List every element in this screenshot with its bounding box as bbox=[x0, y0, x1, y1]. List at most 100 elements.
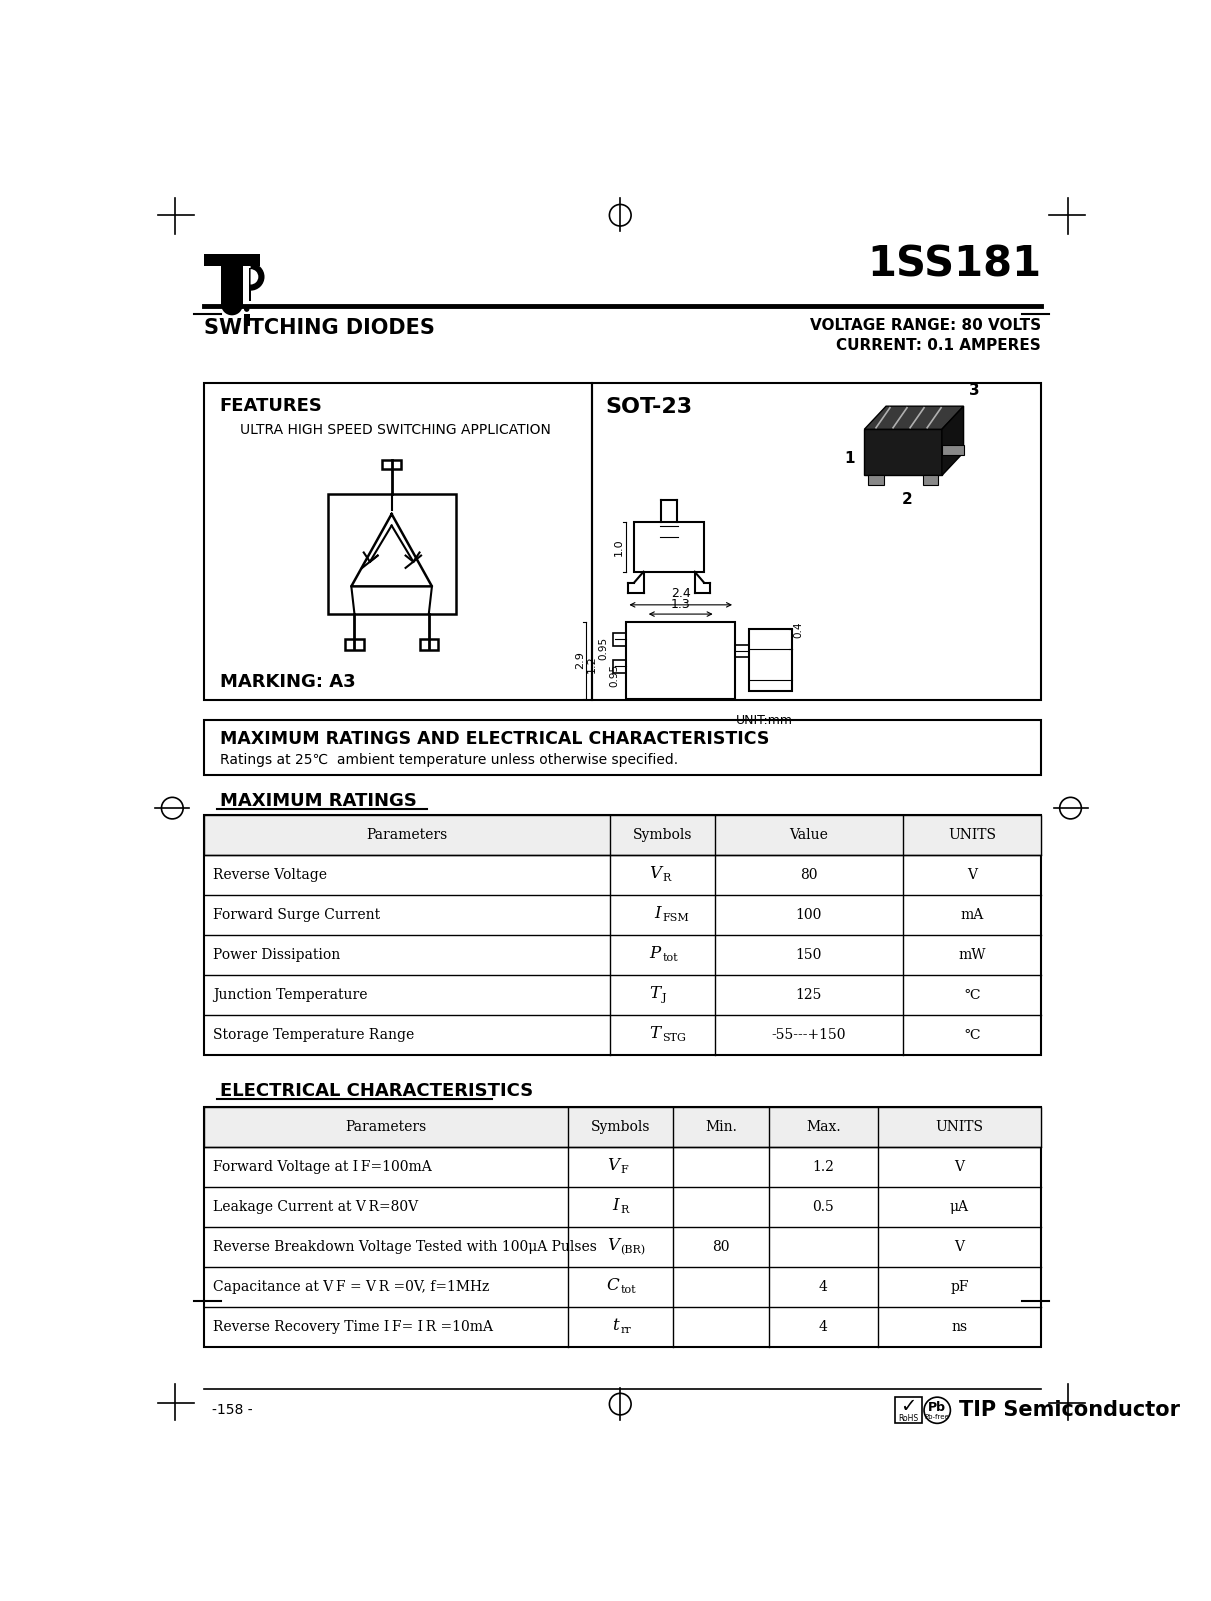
Text: Max.: Max. bbox=[807, 1121, 840, 1134]
Text: 3: 3 bbox=[969, 384, 980, 399]
Text: MAXIMUM RATINGS: MAXIMUM RATINGS bbox=[219, 792, 417, 810]
Circle shape bbox=[222, 293, 243, 315]
Text: Storage Temperature Range: Storage Temperature Range bbox=[213, 1028, 414, 1042]
Text: V: V bbox=[954, 1161, 964, 1174]
Text: ns: ns bbox=[952, 1321, 968, 1334]
Text: Reverse Recovery Time I F= I R =10mA: Reverse Recovery Time I F= I R =10mA bbox=[213, 1321, 493, 1334]
Text: I: I bbox=[613, 1198, 619, 1214]
Text: I: I bbox=[654, 905, 661, 922]
Text: TIP Semiconductor: TIP Semiconductor bbox=[959, 1401, 1180, 1420]
Bar bbox=[419, 639, 438, 650]
Text: 0.95: 0.95 bbox=[609, 664, 619, 687]
Text: tot: tot bbox=[662, 953, 678, 964]
Bar bbox=[205, 815, 1041, 855]
Text: 2: 2 bbox=[902, 493, 912, 508]
Text: STG: STG bbox=[662, 1033, 687, 1044]
Text: V: V bbox=[607, 1238, 619, 1254]
Bar bbox=[205, 815, 1041, 1055]
Polygon shape bbox=[942, 407, 964, 475]
Text: ✓: ✓ bbox=[900, 1398, 917, 1415]
Text: R: R bbox=[620, 1206, 629, 1215]
Text: Leakage Current at V R=80V: Leakage Current at V R=80V bbox=[213, 1201, 419, 1214]
Text: P: P bbox=[649, 945, 661, 962]
Text: pF: pF bbox=[951, 1281, 969, 1294]
Text: 125: 125 bbox=[796, 988, 822, 1002]
Text: MAXIMUM RATINGS AND ELECTRICAL CHARACTERISTICS: MAXIMUM RATINGS AND ELECTRICAL CHARACTER… bbox=[219, 730, 769, 748]
Text: 4: 4 bbox=[819, 1321, 828, 1334]
Bar bbox=[923, 475, 939, 485]
Text: VOLTAGE RANGE: 80 VOLTS: VOLTAGE RANGE: 80 VOLTS bbox=[810, 317, 1041, 333]
Bar bbox=[635, 522, 704, 572]
Bar bbox=[205, 1106, 1041, 1346]
Text: Parameters: Parameters bbox=[367, 828, 448, 842]
Text: (BR): (BR) bbox=[620, 1246, 645, 1255]
Text: 1.0: 1.0 bbox=[614, 538, 624, 556]
Text: V: V bbox=[954, 1241, 964, 1254]
Bar bbox=[626, 621, 735, 698]
Text: Pb-free: Pb-free bbox=[925, 1414, 949, 1420]
Text: 0.5: 0.5 bbox=[813, 1201, 834, 1214]
Text: T: T bbox=[649, 1025, 661, 1042]
Text: Symbols: Symbols bbox=[591, 1121, 650, 1134]
Bar bbox=[942, 445, 964, 455]
Polygon shape bbox=[865, 429, 942, 475]
Text: F: F bbox=[620, 1166, 629, 1175]
Text: 80: 80 bbox=[712, 1241, 730, 1254]
Text: Parameters: Parameters bbox=[345, 1121, 426, 1134]
Text: -158 -: -158 - bbox=[212, 1404, 252, 1417]
Text: t: t bbox=[613, 1318, 619, 1334]
Text: -55---+150: -55---+150 bbox=[771, 1028, 846, 1042]
Bar bbox=[245, 314, 249, 327]
Bar bbox=[222, 266, 243, 304]
Text: Junction Temperature: Junction Temperature bbox=[213, 988, 368, 1002]
Bar bbox=[345, 639, 363, 650]
Text: UNIT:mm: UNIT:mm bbox=[736, 714, 793, 727]
Text: V: V bbox=[968, 868, 977, 882]
Text: 0.4: 0.4 bbox=[794, 621, 804, 637]
Text: Symbols: Symbols bbox=[632, 828, 691, 842]
Text: FSM: FSM bbox=[662, 913, 689, 924]
Text: 1.2: 1.2 bbox=[586, 655, 597, 672]
Text: 1.3: 1.3 bbox=[671, 599, 690, 612]
Bar bbox=[243, 267, 251, 301]
Text: Value: Value bbox=[790, 828, 828, 842]
Polygon shape bbox=[865, 407, 964, 429]
Text: ℃: ℃ bbox=[964, 1028, 980, 1042]
Text: Forward Surge Current: Forward Surge Current bbox=[213, 908, 380, 922]
Text: CURRENT: 0.1 AMPERES: CURRENT: 0.1 AMPERES bbox=[837, 338, 1041, 354]
Text: 2.4: 2.4 bbox=[671, 588, 690, 600]
Text: rr: rr bbox=[620, 1326, 631, 1335]
Bar bbox=[613, 634, 626, 645]
Bar bbox=[592, 383, 1041, 700]
Bar bbox=[868, 475, 884, 485]
Text: V: V bbox=[607, 1158, 619, 1174]
Bar bbox=[205, 253, 260, 266]
Text: ELECTRICAL CHARACTERISTICS: ELECTRICAL CHARACTERISTICS bbox=[219, 1082, 533, 1100]
Bar bbox=[205, 1106, 1041, 1146]
Bar bbox=[328, 495, 455, 613]
Text: 80: 80 bbox=[800, 868, 817, 882]
Text: UNITS: UNITS bbox=[935, 1121, 983, 1134]
Text: 1SS181: 1SS181 bbox=[867, 243, 1041, 285]
Bar bbox=[205, 719, 1041, 775]
Text: mW: mW bbox=[958, 948, 986, 962]
Text: mA: mA bbox=[960, 908, 983, 922]
Bar bbox=[735, 645, 748, 656]
Text: 1: 1 bbox=[844, 451, 855, 466]
Text: T: T bbox=[649, 985, 661, 1002]
Circle shape bbox=[243, 306, 249, 312]
Text: 4: 4 bbox=[819, 1281, 828, 1294]
Text: MARKING: A3: MARKING: A3 bbox=[219, 672, 355, 692]
Text: Pb: Pb bbox=[928, 1401, 946, 1414]
Text: Min.: Min. bbox=[705, 1121, 736, 1134]
Wedge shape bbox=[251, 263, 264, 291]
Bar bbox=[383, 459, 401, 469]
Bar bbox=[895, 1398, 922, 1423]
Text: μA: μA bbox=[949, 1201, 969, 1214]
Text: Forward Voltage at I F=100mA: Forward Voltage at I F=100mA bbox=[213, 1161, 432, 1174]
Text: Power Dissipation: Power Dissipation bbox=[213, 948, 340, 962]
Bar bbox=[613, 660, 626, 672]
Text: SOT-23: SOT-23 bbox=[606, 397, 693, 416]
Text: tot: tot bbox=[620, 1286, 636, 1295]
Text: FEATURES: FEATURES bbox=[219, 397, 322, 415]
